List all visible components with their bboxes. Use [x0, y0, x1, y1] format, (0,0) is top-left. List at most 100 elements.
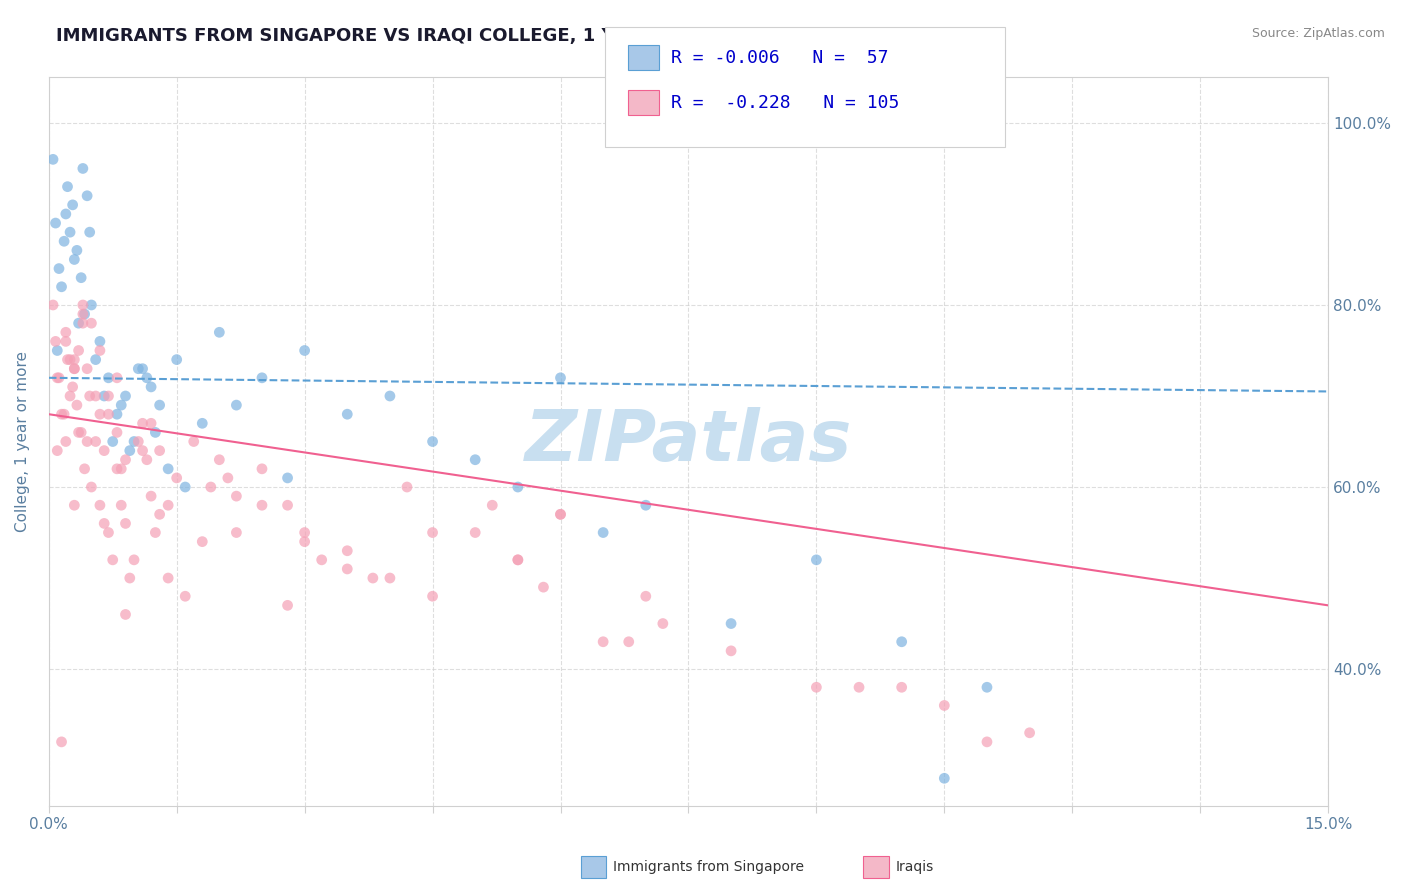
Point: [157, 571, 180, 585]
Point: [84, 434, 107, 449]
Point: [118, 443, 141, 458]
Point: [131, 443, 153, 458]
Point: [89, 343, 111, 358]
Point: [122, 553, 145, 567]
Point: [617, 634, 640, 648]
Point: [84, 352, 107, 367]
Point: [720, 644, 742, 658]
Point: [395, 480, 418, 494]
Point: [63, 252, 86, 267]
Point: [294, 343, 316, 358]
Point: [63, 361, 86, 376]
Point: [105, 371, 128, 385]
Point: [225, 398, 247, 412]
Point: [97, 371, 120, 385]
Point: [76, 188, 98, 202]
Point: [191, 417, 214, 431]
Point: [550, 371, 572, 385]
Point: [110, 498, 132, 512]
Point: [101, 434, 124, 449]
Point: [149, 508, 172, 522]
Point: [89, 334, 111, 349]
Point: [651, 616, 673, 631]
Point: [70, 425, 93, 440]
Point: [506, 480, 529, 494]
Point: [225, 489, 247, 503]
Point: [76, 434, 98, 449]
Point: [84, 389, 107, 403]
Text: Immigrants from Singapore: Immigrants from Singapore: [613, 860, 804, 874]
Point: [174, 480, 197, 494]
Point: [45, 216, 67, 230]
Point: [80, 298, 103, 312]
Point: [66, 398, 89, 412]
Point: [114, 389, 136, 403]
Point: [79, 389, 101, 403]
Point: [51, 407, 73, 421]
Point: [72, 307, 94, 321]
Point: [42, 298, 65, 312]
Point: [336, 407, 359, 421]
Point: [42, 153, 65, 167]
Point: [149, 443, 172, 458]
Point: [101, 553, 124, 567]
Point: [720, 616, 742, 631]
Point: [131, 361, 153, 376]
Point: [157, 462, 180, 476]
Point: [56, 179, 79, 194]
Point: [62, 380, 84, 394]
Point: [63, 352, 86, 367]
Point: [55, 326, 77, 340]
Point: [976, 680, 998, 694]
Point: [294, 525, 316, 540]
Point: [806, 553, 828, 567]
Text: R =  -0.228   N = 105: R = -0.228 N = 105: [671, 94, 898, 112]
Point: [105, 462, 128, 476]
Point: [97, 407, 120, 421]
Text: R = -0.006   N =  57: R = -0.006 N = 57: [671, 49, 889, 67]
Point: [277, 498, 299, 512]
Point: [976, 735, 998, 749]
Point: [464, 452, 486, 467]
Point: [67, 343, 90, 358]
Point: [72, 298, 94, 312]
Point: [422, 525, 444, 540]
Point: [67, 316, 90, 330]
Point: [277, 471, 299, 485]
Point: [422, 434, 444, 449]
Point: [93, 516, 115, 531]
Point: [464, 525, 486, 540]
Point: [55, 434, 77, 449]
Point: [174, 589, 197, 603]
Point: [51, 735, 73, 749]
Point: [59, 389, 82, 403]
Point: [135, 371, 157, 385]
Point: [149, 398, 172, 412]
Point: [422, 589, 444, 603]
Point: [157, 498, 180, 512]
Text: Source: ZipAtlas.com: Source: ZipAtlas.com: [1251, 27, 1385, 40]
Point: [135, 452, 157, 467]
Point: [122, 434, 145, 449]
Point: [114, 607, 136, 622]
Point: [51, 280, 73, 294]
Point: [46, 343, 69, 358]
Point: [53, 234, 76, 248]
Point: [89, 407, 111, 421]
Point: [361, 571, 384, 585]
Point: [80, 480, 103, 494]
Point: [59, 225, 82, 239]
Text: IMMIGRANTS FROM SINGAPORE VS IRAQI COLLEGE, 1 YEAR OR MORE CORRELATION CHART: IMMIGRANTS FROM SINGAPORE VS IRAQI COLLE…: [56, 27, 977, 45]
Point: [127, 361, 149, 376]
Point: [848, 680, 870, 694]
Point: [250, 371, 273, 385]
Y-axis label: College, 1 year or more: College, 1 year or more: [15, 351, 30, 532]
Point: [506, 553, 529, 567]
Point: [191, 534, 214, 549]
Point: [550, 508, 572, 522]
Point: [110, 462, 132, 476]
Point: [73, 307, 96, 321]
Point: [378, 389, 401, 403]
Point: [53, 407, 76, 421]
Point: [592, 634, 614, 648]
